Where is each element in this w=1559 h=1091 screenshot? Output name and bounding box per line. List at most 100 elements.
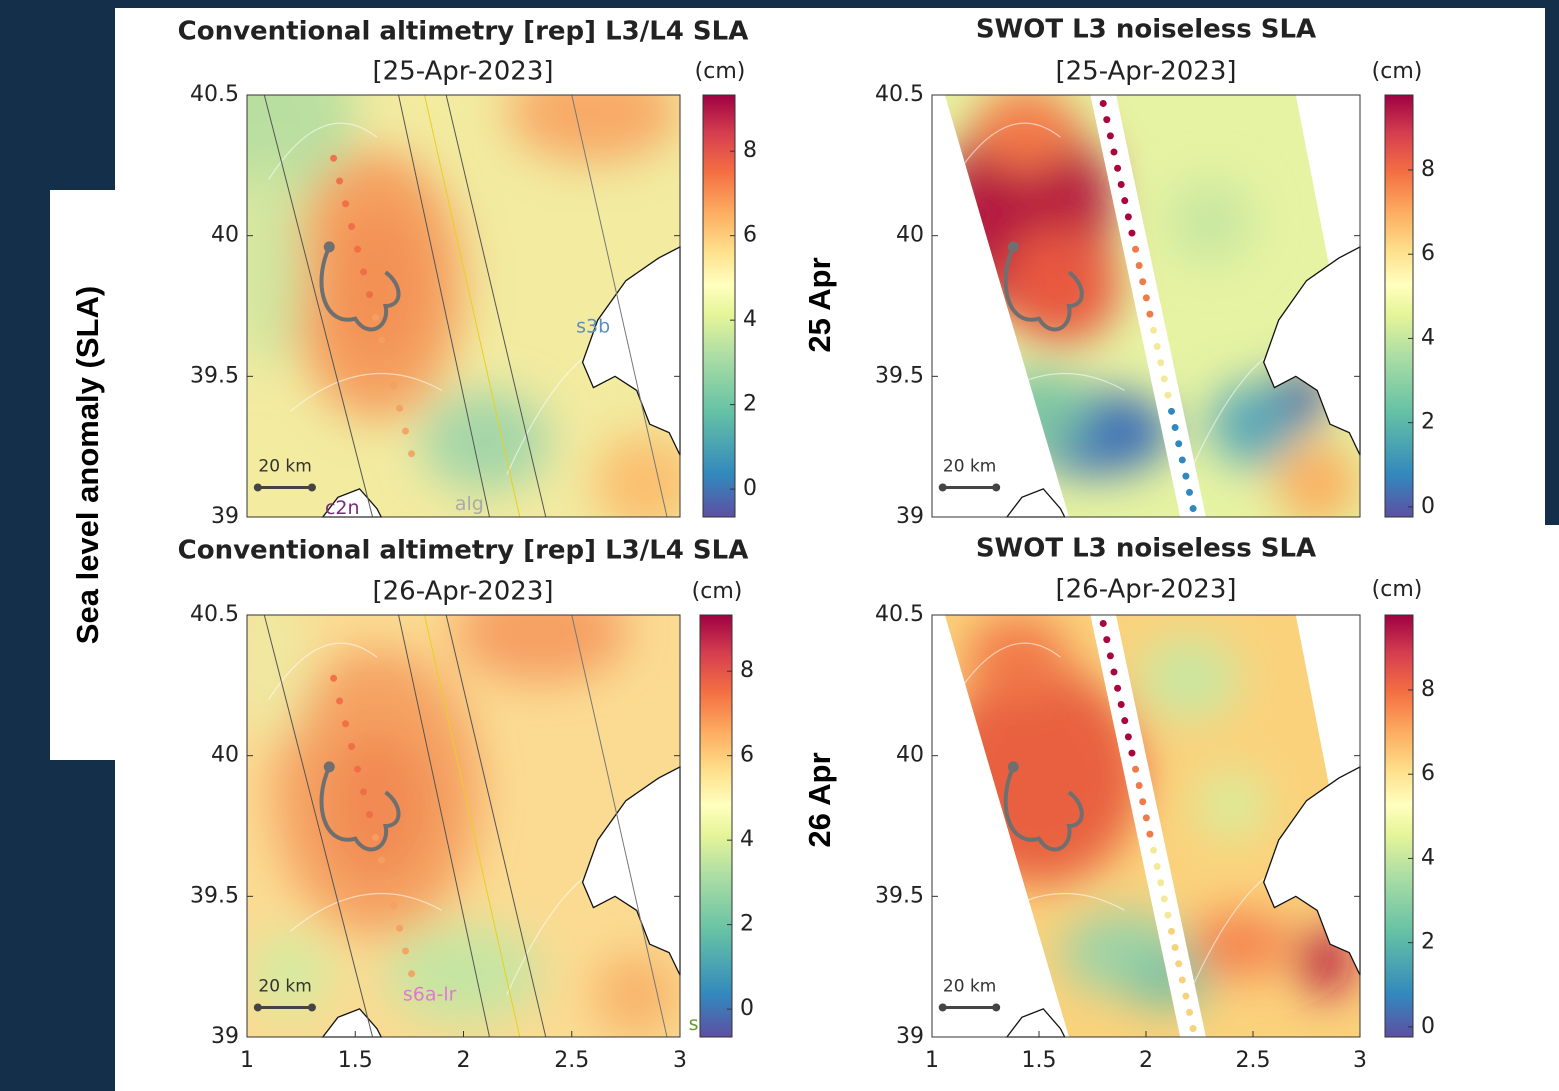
colorbar-tick-label: 2: [1421, 410, 1435, 435]
scale-bar-end: [992, 1003, 1001, 1012]
track-label: alg: [455, 493, 484, 515]
nadir-dot: [1132, 245, 1140, 253]
nadir-dot: [1106, 132, 1114, 140]
along-track-dot: [396, 404, 404, 412]
field-blob: [454, 615, 629, 683]
row-label: 26 Apr: [802, 752, 837, 847]
y-tick-label: 40.5: [875, 602, 924, 627]
nadir-dot: [1168, 927, 1176, 935]
nadir-dot: [1153, 343, 1161, 351]
nadir-dot: [1110, 148, 1118, 156]
land: [581, 765, 681, 976]
nadir-dot: [1185, 488, 1193, 496]
drifter-trajectory: [319, 246, 401, 332]
colorbar-tick-label: 2: [743, 392, 757, 417]
row-label: 25 Apr: [802, 257, 837, 352]
colorbar: [1384, 614, 1414, 1038]
nadir-dot: [1139, 278, 1147, 286]
colorbar-unit: (cm): [1372, 577, 1423, 602]
along-track-dot: [372, 833, 380, 841]
satellite-track: [263, 614, 374, 1038]
nadir-dot: [1157, 879, 1165, 887]
nadir-dot: [1114, 684, 1122, 692]
figure-background: [1545, 525, 1559, 1091]
nadir-dot: [1150, 846, 1158, 854]
y-tick-label: 39.5: [190, 363, 239, 388]
field-blob: [966, 615, 1069, 700]
field-blob: [593, 952, 680, 1037]
scale-bar-end: [253, 483, 262, 492]
panel-title: Conventional altimetry [rep] L3/L4 SLA: [178, 17, 749, 47]
side-label: Sea level anomaly (SLA): [70, 286, 105, 644]
along-track-dot: [354, 245, 362, 253]
along-track-dot: [396, 924, 404, 932]
nadir-dot: [1171, 424, 1179, 432]
along-track-dot: [372, 313, 380, 321]
panel-date: [25-Apr-2023]: [1055, 57, 1236, 87]
nadir-dot: [1175, 440, 1183, 448]
y-tick-label: 39.5: [875, 363, 924, 388]
along-track-dot: [342, 720, 350, 728]
colorbar-tick-label: 0: [743, 476, 757, 501]
x-tick-label: 3: [1353, 1048, 1367, 1073]
panel-title: SWOT L3 noiseless SLA: [976, 534, 1316, 564]
along-track-dot: [390, 382, 398, 390]
y-tick-label: 40.5: [190, 602, 239, 627]
nadir-dot: [1150, 326, 1158, 334]
y-tick-label: 40.5: [875, 82, 924, 107]
field-blob: [1197, 771, 1266, 839]
colorbar-tick-label: 6: [740, 743, 754, 768]
field-blob: [1210, 381, 1296, 467]
satellite-track: [424, 94, 521, 518]
satellite-track: [424, 614, 521, 1038]
drifter-start: [323, 241, 335, 253]
drifter-trajectory: [319, 766, 401, 852]
nadir-dot: [1142, 294, 1150, 302]
contour: [952, 642, 1061, 700]
colorbar-tick-label: 4: [1421, 325, 1435, 350]
along-track-dot: [336, 697, 344, 705]
scale-bar-label: 20 km: [943, 976, 996, 996]
colorbar-tick-label: 8: [743, 138, 757, 163]
y-tick-label: 39: [896, 1024, 924, 1049]
scale-bar-end: [938, 1003, 947, 1012]
colorbar-tick-label: 0: [1421, 494, 1435, 519]
colorbar-tick-label: 4: [740, 827, 754, 852]
x-tick-label: 1.5: [338, 1048, 373, 1073]
colorbar-tick-label: 6: [1421, 761, 1435, 786]
colorbar-tick-label: 2: [1421, 930, 1435, 955]
nadir-dot: [1099, 99, 1107, 107]
side-label-box: [50, 190, 115, 760]
field-blob: [1167, 179, 1253, 264]
colorbar-unit: (cm): [695, 59, 746, 84]
field-blob: [506, 95, 680, 163]
colorbar-tick-label: 0: [740, 996, 754, 1021]
colorbar-unit: (cm): [1372, 59, 1423, 84]
field-blob: [1188, 910, 1292, 978]
nadir-dot: [1189, 1025, 1197, 1033]
along-track-dot: [366, 291, 374, 299]
contour: [952, 122, 1061, 180]
nadir-dot: [1189, 505, 1197, 513]
nadir-dot: [1135, 781, 1143, 789]
x-tick-label: 1: [240, 1048, 254, 1073]
contour: [289, 893, 443, 932]
x-tick-label: 1.5: [1022, 1048, 1057, 1073]
nadir-dot: [1182, 992, 1190, 1000]
colorbar-tick-label: 6: [743, 223, 757, 248]
colorbar-tick-label: 0: [1421, 1014, 1435, 1039]
nadir-dot: [1121, 717, 1129, 725]
panel-date: [26-Apr-2023]: [1055, 575, 1236, 605]
land: [1263, 765, 1361, 976]
nadir-dot: [1099, 619, 1107, 627]
nadir-dot: [1185, 1008, 1193, 1016]
x-tick-label: 2: [457, 1048, 471, 1073]
satellite-track: [445, 94, 547, 518]
y-tick-label: 39: [896, 504, 924, 529]
nadir-dot: [1153, 863, 1161, 871]
nadir-dot: [1128, 749, 1136, 757]
colorbar-tick-label: 8: [740, 658, 754, 683]
along-track-dot: [330, 154, 338, 162]
colorbar: [702, 94, 736, 518]
x-tick-label: 1: [925, 1048, 939, 1073]
